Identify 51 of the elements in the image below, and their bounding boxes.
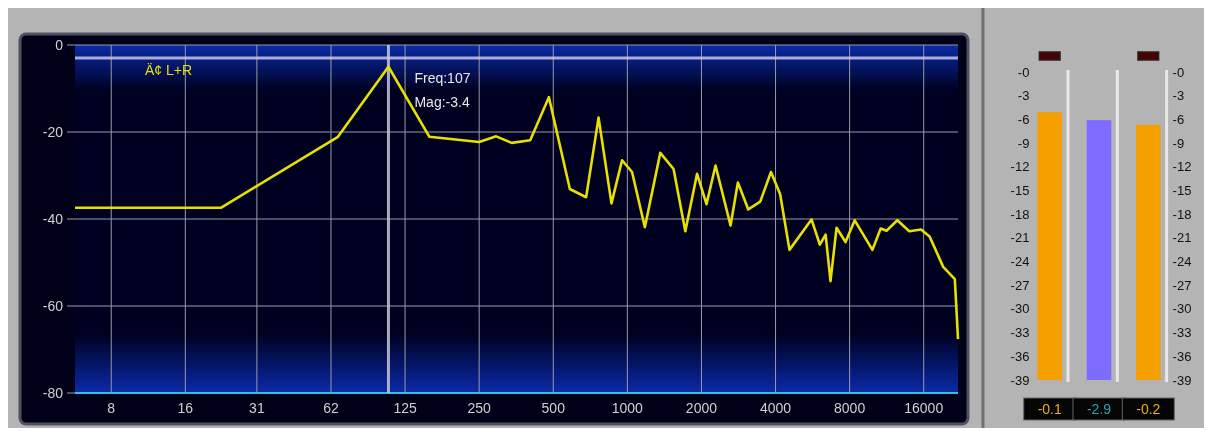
y2-tick-label: -9 xyxy=(1172,135,1185,151)
y-tick-label: -18 xyxy=(1010,206,1030,222)
x-tick-label: 8000 xyxy=(834,400,866,416)
y2-tick-label: -39 xyxy=(1172,372,1192,388)
y2-tick-label: -18 xyxy=(1172,206,1192,222)
y-tick-label: -33 xyxy=(1010,325,1030,341)
x-tick-label: 4000 xyxy=(759,400,792,416)
x-tick-label: 500 xyxy=(541,400,566,416)
y-tick-label: -24 xyxy=(1010,254,1030,270)
text: -0.1 xyxy=(1037,401,1062,417)
text: -0.2 xyxy=(1136,401,1161,417)
y2-tick-label: -6 xyxy=(1172,111,1185,127)
y2-tick-label: -27 xyxy=(1172,277,1192,293)
x-tick-label: 8 xyxy=(107,400,116,416)
x-tick-label: 16000 xyxy=(904,400,944,416)
x-tick-label: 2000 xyxy=(685,400,718,416)
y-tick-label: 0 xyxy=(55,36,64,53)
y-tick-label: -60 xyxy=(42,297,64,314)
y2-tick-label: -0 xyxy=(1172,64,1185,80)
y-tick-label: -15 xyxy=(1010,182,1030,198)
annotation: Freq:107 xyxy=(414,70,471,86)
y-tick-label: -30 xyxy=(1010,301,1030,317)
annotation: Mag:-3.4 xyxy=(414,94,470,110)
y2-tick-label: -21 xyxy=(1172,230,1192,246)
y-tick-label: -20 xyxy=(42,123,64,140)
x-tick-label: 125 xyxy=(393,400,417,416)
y-tick-label: -27 xyxy=(1010,277,1030,293)
x-tick-label: 31 xyxy=(249,400,265,416)
text: -2.9 xyxy=(1086,401,1112,417)
y-tick-label: -0 xyxy=(1017,64,1030,80)
x-tick-label: 250 xyxy=(467,400,492,416)
x-tick-label: 16 xyxy=(177,400,194,416)
y2-tick-label: -24 xyxy=(1172,254,1192,270)
y2-tick-label: -3 xyxy=(1172,88,1185,104)
y2-tick-label: -12 xyxy=(1172,159,1192,175)
y2-tick-label: -15 xyxy=(1172,182,1192,198)
y-tick-label: -36 xyxy=(1010,348,1030,364)
y-tick-label: -9 xyxy=(1017,135,1030,151)
y-tick-label: -12 xyxy=(1010,159,1030,175)
y-tick-label: -3 xyxy=(1017,88,1030,104)
y-tick-label: -21 xyxy=(1010,230,1030,246)
y-tick-label: -39 xyxy=(1010,372,1030,388)
y-tick-label: -6 xyxy=(1017,111,1030,127)
text: Ä¢ L+R xyxy=(145,62,193,78)
y2-tick-label: -33 xyxy=(1172,325,1192,341)
x-tick-label: 62 xyxy=(323,400,339,416)
y2-tick-label: -30 xyxy=(1172,301,1192,317)
y2-tick-label: -36 xyxy=(1172,348,1192,364)
y-tick-label: -80 xyxy=(42,384,64,401)
x-tick-label: 1000 xyxy=(611,400,644,416)
y-tick-label: -40 xyxy=(42,210,64,227)
